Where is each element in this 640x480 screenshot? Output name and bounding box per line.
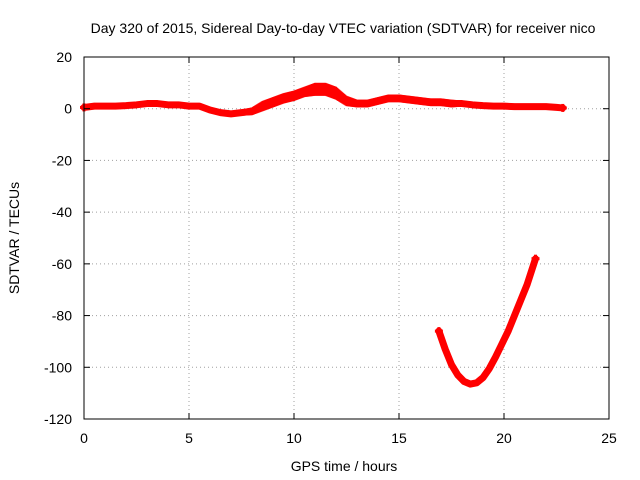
y-tick-label: 20 — [56, 49, 72, 65]
y-tick-label: -20 — [52, 152, 72, 168]
y-tick-label: -60 — [52, 256, 72, 272]
x-axis-title: GPS time / hours — [291, 458, 398, 474]
series-layer — [80, 82, 567, 388]
y-tick-label: -100 — [44, 359, 72, 375]
x-tick-label: 10 — [286, 430, 302, 446]
plot-frame — [83, 56, 610, 420]
x-tick-label: 15 — [391, 430, 407, 446]
grid-layer — [84, 57, 609, 419]
x-tick-label: 25 — [601, 430, 617, 446]
series-sdtvar-dip — [434, 254, 540, 388]
tick-layer: 0 5 10 15 20 25 -120 -100 -80 -60 -40 -20 0 20 — [44, 49, 617, 446]
y-axis-title: SDTVAR / TECUs — [6, 182, 22, 294]
y-tick-label: -120 — [44, 411, 72, 427]
y-tick-label: -40 — [52, 204, 72, 220]
y-tick-label: -80 — [52, 308, 72, 324]
x-tick-label: 20 — [496, 430, 512, 446]
series-sdtvar-main — [80, 82, 567, 118]
y-tick-label: 0 — [64, 101, 72, 117]
x-tick-label: 5 — [185, 430, 193, 446]
chart-title: Day 320 of 2015, Sidereal Day-to-day VTE… — [91, 20, 596, 36]
x-tick-label: 0 — [80, 430, 88, 446]
